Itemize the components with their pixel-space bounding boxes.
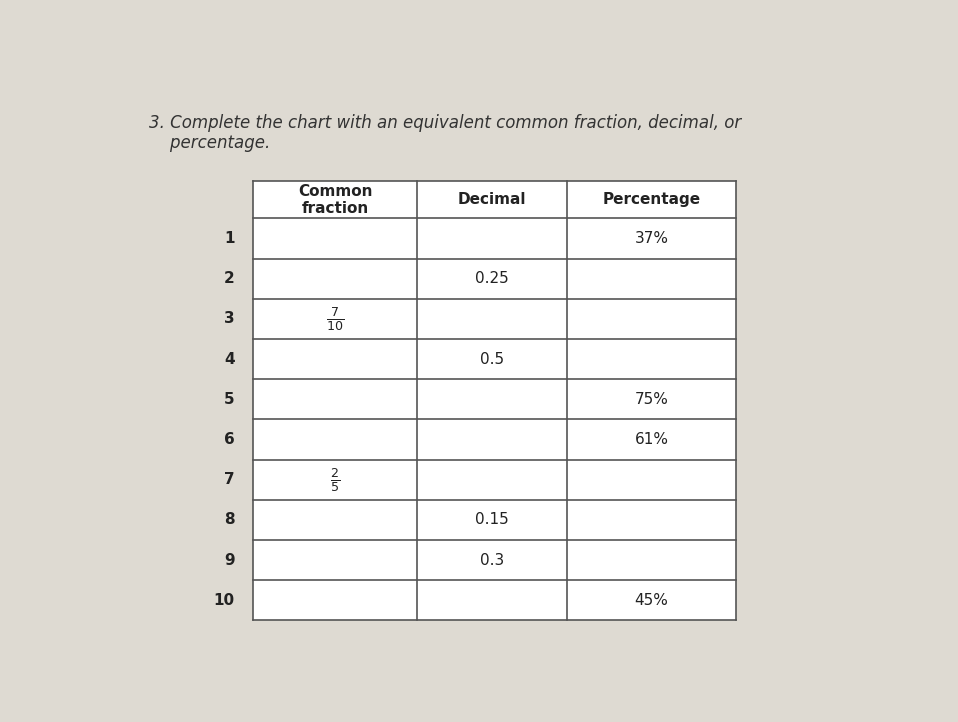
Text: Percentage: Percentage — [603, 192, 700, 207]
Text: 0.15: 0.15 — [475, 513, 509, 527]
Text: 4: 4 — [224, 352, 235, 367]
Text: 7: 7 — [224, 472, 235, 487]
Text: 2: 2 — [224, 271, 235, 286]
Text: $\frac{7}{10}$: $\frac{7}{10}$ — [327, 305, 345, 333]
Text: 37%: 37% — [634, 231, 669, 246]
Text: $\frac{2}{5}$: $\frac{2}{5}$ — [331, 466, 340, 494]
Text: 8: 8 — [224, 513, 235, 527]
Text: Common
fraction: Common fraction — [298, 183, 373, 216]
Text: 0.3: 0.3 — [480, 552, 505, 567]
Text: Decimal: Decimal — [458, 192, 527, 207]
Text: 1: 1 — [224, 231, 235, 246]
Text: 0.25: 0.25 — [475, 271, 509, 286]
Text: percentage.: percentage. — [149, 134, 271, 152]
Text: 10: 10 — [214, 593, 235, 608]
Text: 6: 6 — [224, 432, 235, 447]
Text: 0.5: 0.5 — [480, 352, 504, 367]
Text: 3. Complete the chart with an equivalent common fraction, decimal, or: 3. Complete the chart with an equivalent… — [149, 114, 741, 132]
Text: 9: 9 — [224, 552, 235, 567]
Text: 61%: 61% — [634, 432, 669, 447]
Text: 3: 3 — [224, 311, 235, 326]
Text: 45%: 45% — [634, 593, 669, 608]
Text: 5: 5 — [224, 392, 235, 406]
Text: 75%: 75% — [634, 392, 669, 406]
